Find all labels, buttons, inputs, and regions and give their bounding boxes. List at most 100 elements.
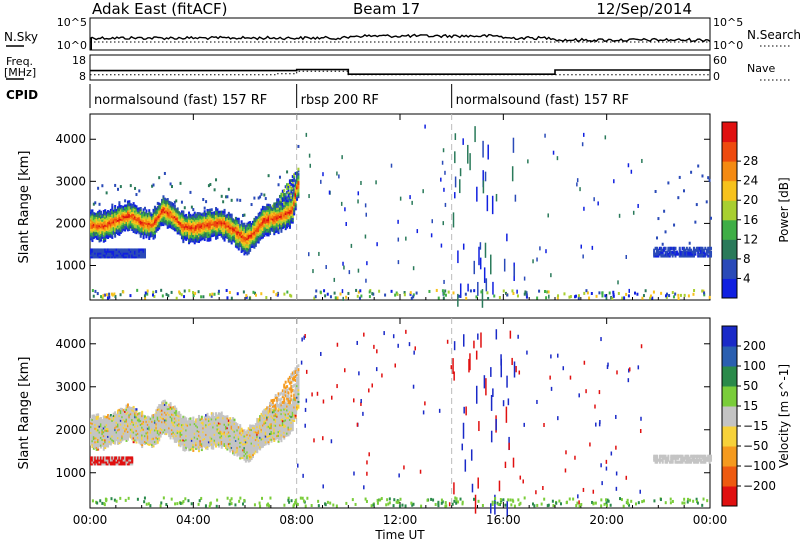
power-bin [162, 221, 165, 225]
power-bin [97, 214, 100, 218]
power-bin [710, 252, 713, 256]
velocity-bin [151, 414, 154, 418]
power-bin [444, 289, 447, 293]
power-bin [132, 252, 135, 255]
power-bin [142, 212, 145, 215]
power-bin [203, 217, 206, 221]
power-bin [269, 211, 272, 215]
power-bin [654, 246, 657, 250]
power-bin [441, 289, 444, 293]
velocity-bin [205, 446, 208, 450]
velocity-bin [193, 440, 196, 443]
power-bin [131, 248, 134, 251]
velocity-bin [186, 428, 189, 431]
velocity-bin [101, 442, 104, 445]
velocity-bin [163, 426, 166, 430]
power-bin [155, 226, 158, 229]
power-bin [153, 213, 156, 216]
power-bin [98, 252, 101, 255]
power-bin [141, 223, 144, 226]
power-bin [296, 192, 299, 196]
power-bin [92, 231, 95, 234]
velocity-bin [92, 435, 95, 439]
velocity-bin [202, 436, 205, 440]
velocity-bin [121, 462, 124, 466]
power-bin [701, 250, 704, 254]
power-bin [190, 239, 193, 242]
power-bin [126, 213, 129, 217]
power-bin [188, 221, 191, 224]
power-bin [230, 234, 233, 237]
power-bin [246, 230, 249, 233]
velocity-bin [126, 403, 129, 406]
velocity-bin [180, 441, 183, 444]
velocity-bin [128, 410, 131, 413]
velocity-bin [92, 424, 95, 427]
power-bin [227, 213, 230, 217]
velocity-bin [169, 433, 172, 436]
power-bin [115, 252, 118, 255]
power-bin [122, 211, 125, 214]
power-bin [267, 203, 270, 207]
velocity-bin [114, 460, 117, 464]
velocity-bin [134, 413, 137, 417]
velocity-bin [97, 430, 100, 434]
power-bin [173, 223, 176, 226]
velocity-bin [116, 421, 120, 424]
velocity-bin [116, 425, 120, 428]
velocity-bin [209, 443, 212, 447]
velocity-bin [119, 409, 122, 413]
velocity-bin [185, 448, 188, 451]
velocity-bin [227, 419, 230, 422]
velocity-bin [152, 414, 155, 417]
power-bin [192, 208, 195, 212]
power-bin [132, 250, 135, 253]
power-bin [182, 225, 185, 228]
power-bin [357, 290, 360, 294]
power-bin [178, 215, 181, 218]
power-bin [91, 226, 94, 229]
power-bin [247, 225, 250, 228]
velocity-bin [212, 447, 215, 450]
velocity-bin [114, 432, 117, 435]
velocity-bin [202, 444, 205, 447]
power-bin [259, 219, 262, 222]
velocity-bin [135, 421, 138, 425]
power-bin [210, 294, 213, 298]
velocity-bin [207, 438, 210, 442]
power-bin [112, 256, 115, 259]
power-bin [91, 235, 94, 239]
power-bin [169, 201, 172, 204]
power-bin [660, 250, 663, 254]
power-bin [236, 221, 239, 224]
power-bin [192, 221, 195, 224]
power-bin [538, 289, 541, 293]
power-bin [264, 213, 267, 217]
power-bin [707, 176, 710, 180]
velocity-bin [209, 416, 212, 420]
velocity-bin [153, 440, 156, 444]
velocity-bin [205, 439, 208, 442]
velocity-bin [138, 416, 141, 419]
velocity-bin [112, 426, 115, 429]
power-bin [179, 223, 182, 227]
velocity-bin [230, 440, 233, 444]
velocity-bin [215, 433, 218, 436]
velocity-bin [107, 425, 110, 429]
power-bin [223, 225, 226, 229]
power-bin [290, 202, 293, 205]
power-bin [287, 224, 290, 227]
velocity-bin [98, 425, 101, 428]
power-bin [215, 233, 218, 236]
velocity-bin [159, 429, 162, 432]
power-bin [151, 232, 154, 236]
velocity-bin [126, 420, 129, 424]
power-bin [142, 232, 145, 236]
power-bin [209, 225, 212, 229]
power-bin [111, 256, 114, 259]
velocity-bin [200, 437, 203, 440]
velocity-bin [230, 429, 233, 432]
velocity-bin [151, 435, 154, 439]
velocity-panel-ytick-label: 4000 [55, 337, 86, 351]
velocity-bin [161, 432, 164, 435]
